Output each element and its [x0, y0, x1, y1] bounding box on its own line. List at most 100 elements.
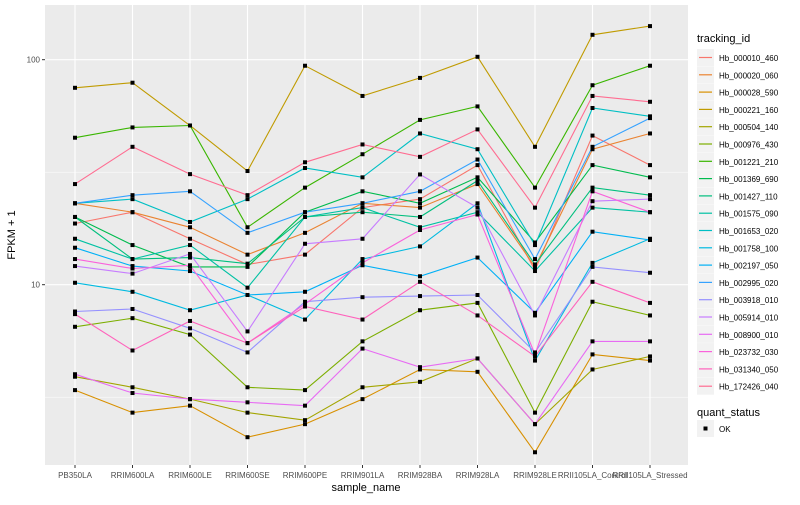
data-point — [533, 354, 537, 359]
x-tick-label: PB350LA — [58, 471, 92, 480]
data-point — [245, 350, 250, 355]
data-point — [418, 365, 422, 370]
data-point — [130, 80, 135, 85]
legend-label: Hb_001758_100 — [719, 244, 779, 253]
data-point — [188, 269, 192, 274]
data-point — [475, 178, 480, 183]
data-point — [73, 280, 77, 285]
data-point — [245, 169, 250, 174]
shape-legend-title: quant_status — [697, 407, 760, 419]
data-point — [590, 260, 595, 265]
data-point — [590, 147, 595, 152]
x-axis: PB350LA RRIM600LA RRIM600LE RRIM600SE RRIM60… — [58, 465, 688, 480]
data-point — [360, 260, 365, 265]
y-axis-title: FPKM + 1 — [6, 210, 18, 259]
data-point — [475, 54, 480, 59]
data-point — [648, 237, 652, 242]
x-tick-label: RRII105LA_Stressed — [612, 471, 687, 480]
data-point — [418, 205, 422, 210]
data-point — [360, 346, 365, 351]
data-point — [360, 93, 365, 98]
data-point — [130, 210, 135, 215]
data-point — [533, 144, 537, 149]
data-point — [418, 214, 422, 219]
data-point — [245, 400, 250, 405]
data-point — [475, 163, 480, 168]
x-tick-label: RRIM928LE — [513, 471, 557, 480]
data-point — [418, 75, 422, 80]
data-point — [418, 131, 422, 136]
data-point — [418, 225, 422, 230]
x-tick-label: RRIM600LA — [111, 471, 155, 480]
data-point — [245, 341, 250, 346]
data-point — [303, 185, 307, 190]
data-point — [73, 388, 77, 393]
data-point — [533, 205, 537, 210]
data-point — [533, 264, 537, 269]
legend: tracking_id Hb_000010_460 Hb_000020_060 Hb… — [697, 33, 779, 437]
data-point — [590, 299, 595, 304]
data-point — [303, 214, 307, 219]
data-point — [418, 308, 422, 313]
data-point — [130, 193, 135, 198]
legend-label: Hb_000010_460 — [719, 54, 779, 63]
data-point — [245, 225, 250, 230]
data-point — [130, 348, 135, 353]
legend-label: Hb_003918_010 — [719, 296, 779, 305]
data-point — [418, 294, 422, 299]
data-point — [648, 193, 652, 198]
legend-label: Hb_008900_010 — [719, 331, 779, 340]
data-point — [360, 295, 365, 300]
data-point — [360, 397, 365, 402]
data-point — [130, 410, 135, 415]
data-point — [360, 142, 365, 147]
data-point — [590, 352, 595, 357]
data-point — [648, 24, 652, 29]
data-point — [418, 367, 422, 372]
data-point — [188, 403, 192, 408]
data-point — [130, 271, 135, 276]
data-point — [475, 210, 480, 215]
data-point — [245, 435, 250, 440]
data-point — [188, 318, 192, 323]
data-point — [418, 189, 422, 194]
data-point — [648, 300, 652, 305]
data-point — [418, 117, 422, 122]
data-point — [533, 450, 537, 455]
data-point — [130, 197, 135, 202]
data-point — [130, 385, 135, 390]
data-point — [360, 263, 365, 268]
data-point — [303, 302, 307, 307]
data-point — [245, 264, 250, 269]
legend-label: Hb_000028_590 — [719, 89, 779, 98]
data-point — [475, 292, 480, 297]
data-point — [245, 252, 250, 257]
data-point — [245, 292, 250, 297]
data-point — [303, 166, 307, 171]
data-point — [188, 251, 192, 256]
data-point — [303, 210, 307, 215]
data-point — [475, 356, 480, 361]
data-point — [590, 185, 595, 190]
data-point — [130, 266, 135, 271]
data-point — [360, 257, 365, 262]
data-point — [188, 332, 192, 337]
data-point — [360, 175, 365, 180]
data-point — [533, 262, 537, 267]
data-point — [188, 172, 192, 177]
data-point — [360, 339, 365, 344]
legend-label: Hb_172426_040 — [719, 383, 779, 392]
data-point — [303, 299, 307, 304]
data-point — [245, 285, 250, 290]
data-point — [360, 201, 365, 206]
data-point — [533, 243, 537, 248]
data-point — [590, 199, 595, 204]
y-axis: 10 100 — [27, 56, 45, 290]
x-tick-label: RRIM928BA — [398, 471, 443, 480]
data-point — [648, 313, 652, 318]
data-point — [73, 374, 77, 379]
shape-legend-label: OK — [719, 425, 731, 434]
data-point — [130, 257, 135, 262]
data-point — [303, 241, 307, 246]
